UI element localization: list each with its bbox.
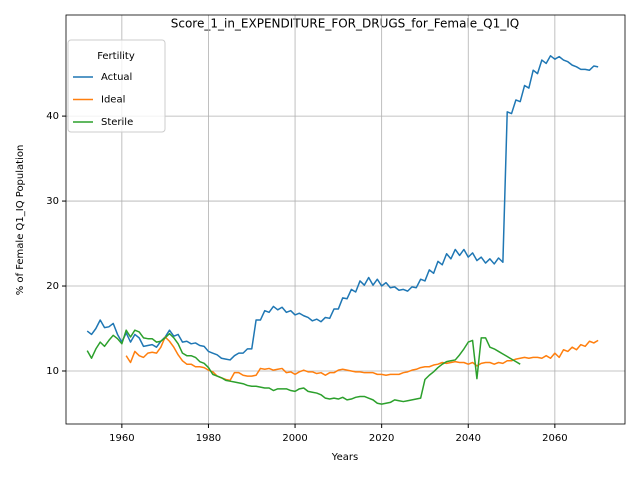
plot-frame [65,14,626,425]
y-tick-label: 10 [46,366,59,377]
x-axis-label: Years [331,452,358,463]
chart-title: Score_1_in_EXPENDITURE_FOR_DRUGS_for_Fem… [171,17,520,31]
legend-label: Ideal [101,95,125,106]
x-tick-label: 2020 [369,433,394,444]
series-line [125,336,599,382]
x-tick-label: 2060 [542,433,567,444]
legend-label: Actual [101,72,132,83]
series-line [86,329,521,405]
x-tick-label: 2000 [282,433,307,444]
x-tick-label: 1980 [196,433,221,444]
legend-title: Fertility [97,51,135,62]
series-line [86,55,599,361]
y-tick-label: 30 [46,196,59,207]
y-axis-label: % of Female Q1_IQ Population [15,145,26,296]
legend: Fertility Actual Ideal Sterile [67,39,166,133]
x-tick-label: 1960 [109,433,134,444]
legend-box [67,39,166,133]
legend-label: Sterile [101,117,133,128]
y-tick-label: 40 [46,111,59,122]
y-tick-label: 20 [46,281,59,292]
x-tick-label: 2040 [456,433,481,444]
